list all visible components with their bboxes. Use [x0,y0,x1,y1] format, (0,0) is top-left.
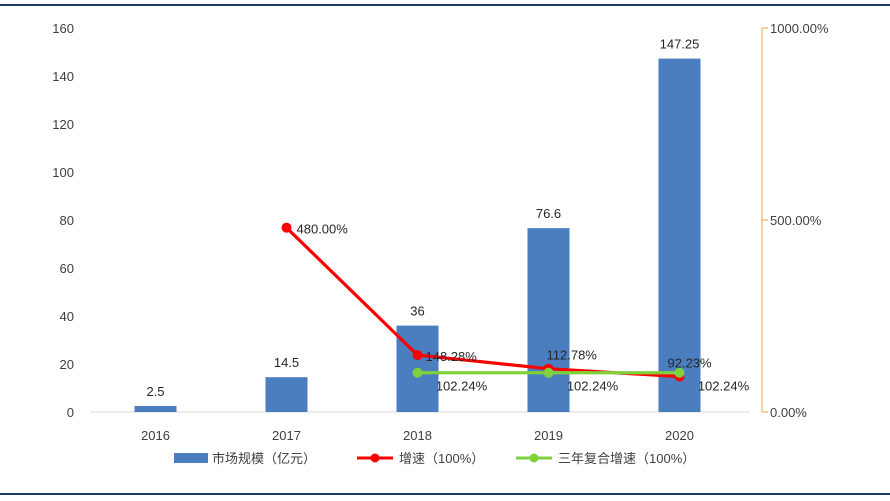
bar-value-label: 36 [410,304,424,319]
legend-label: 市场规模（亿元） [212,451,316,466]
growth-point [412,350,423,361]
growth-value-label: 480.00% [297,222,349,237]
data-labels: 2.5 14.5 36 76.6 147.25 480.00% 148.28% 112.78%… [146,37,749,399]
bar-value-label: 14.5 [274,355,299,370]
y2-tick-label: 500.00% [770,213,822,228]
x-tick-label: 2017 [272,428,301,443]
bar-value-label: 2.5 [146,384,164,399]
y-tick-label: 0 [67,405,74,420]
legend-label: 增速（100%） [399,451,484,466]
bar-2020 [658,58,701,412]
bar-series [134,58,701,412]
bar-2019 [527,228,570,412]
cagr-point [674,367,685,378]
y-tick-label: 40 [60,309,74,324]
growth-point [281,222,292,233]
x-tick-label: 2018 [403,428,432,443]
y2-tick-label: 1000.00% [770,21,829,36]
bar-2017 [265,377,308,412]
chart-axes: 0 20 40 60 80 100 120 140 160 0.00% 500.00% 1000.00… [52,21,829,443]
y-tick-label: 120 [52,117,74,132]
y-tick-label: 160 [52,21,74,36]
cagr-value-label: 102.24% [567,379,619,394]
x-tick-label: 2016 [141,428,170,443]
cagr-value-label: 102.24% [698,379,750,394]
y-tick-label: 20 [60,357,74,372]
growth-value-label: 92.23% [668,356,713,371]
bottom-rule [0,493,890,495]
growth-value-label: 112.78% [547,348,598,363]
cagr-value-label: 102.24% [436,379,488,394]
top-rule [0,4,890,6]
bar-value-label: 147.25 [660,37,700,52]
growth-value-label: 148.28% [426,349,478,364]
chart-legend: 市场规模（亿元） 增速（100%） 三年复合增速（100%） [174,451,695,466]
x-tick-label: 2019 [534,428,563,443]
cagr-point [543,367,554,378]
legend-swatch-bar [174,453,208,463]
legend-label: 三年复合增速（100%） [558,451,695,466]
growth-line [285,226,680,379]
legend-marker-cagr [529,453,539,463]
line-series [281,222,685,382]
y2-tick-label: 0.00% [770,405,807,420]
y-tick-label: 60 [60,261,74,276]
y-tick-label: 140 [52,69,74,84]
y-tick-label: 80 [60,213,74,228]
legend-marker-growth [370,453,380,463]
y-tick-label: 100 [52,165,74,180]
x-tick-label: 2020 [665,428,694,443]
bar-2016 [134,406,177,412]
bar-value-label: 76.6 [536,206,561,221]
cagr-point [412,367,423,378]
